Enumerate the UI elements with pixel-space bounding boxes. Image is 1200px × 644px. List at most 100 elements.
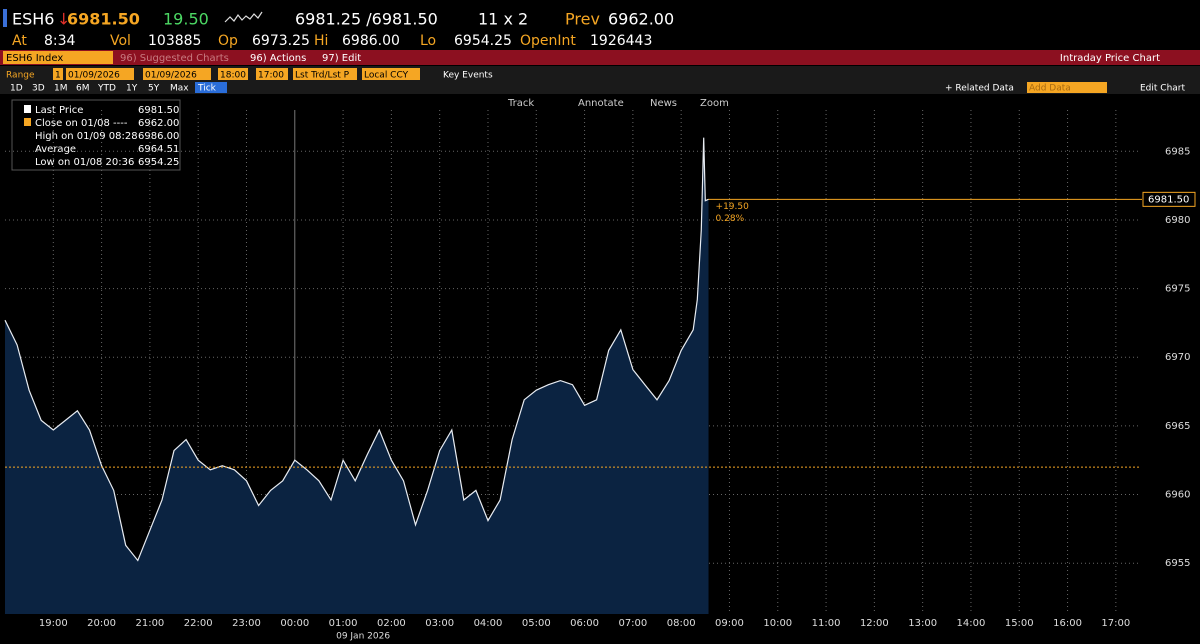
bid-ask: 6981.25 /6981.50 xyxy=(295,10,438,29)
add-data[interactable]: Add Data xyxy=(1029,84,1071,94)
setting[interactable]: 01/09/2026 xyxy=(68,71,120,81)
stat-label: Lo xyxy=(420,33,436,49)
setting-box[interactable] xyxy=(143,68,211,80)
legend-value: 6981.50 xyxy=(138,105,179,116)
last-price-tag xyxy=(1142,191,1196,207)
security[interactable]: ESH6 Index xyxy=(6,53,63,64)
sparkline-icon xyxy=(224,11,263,23)
period[interactable]: 6M xyxy=(76,84,90,94)
setting[interactable]: 1 xyxy=(55,71,61,81)
legend-label: Close on 01/08 ---- xyxy=(35,118,128,129)
chart-tool[interactable]: Zoom xyxy=(700,98,729,109)
setting-box[interactable] xyxy=(218,68,248,80)
x-tick-label: 07:00 xyxy=(618,618,647,629)
price-area xyxy=(5,137,709,614)
legend-swatch xyxy=(24,118,31,126)
related-data[interactable]: + Related Data xyxy=(945,84,1014,94)
legend-label: Last Price xyxy=(35,105,83,116)
y-tick-label: 6985 xyxy=(1165,146,1190,157)
x-tick-label: 21:00 xyxy=(135,618,164,629)
x-tick-label: 17:00 xyxy=(1101,618,1130,629)
legend-value: 6954.25 xyxy=(138,157,179,168)
size: 11 x 2 xyxy=(478,10,528,29)
x-tick-label: 13:00 xyxy=(908,618,937,629)
stat-value: 6986.00 xyxy=(342,33,400,49)
pct-annotation: 0.28% xyxy=(716,214,745,224)
stat-value: 103885 xyxy=(148,33,201,49)
legend-label: High on 01/09 08:28 xyxy=(35,131,138,142)
x-tick-label: 08:00 xyxy=(667,618,696,629)
security-box[interactable] xyxy=(3,51,113,64)
period[interactable]: Max xyxy=(170,84,189,94)
ticker: ESH6 xyxy=(12,10,54,29)
down-arrow: ↓ xyxy=(57,10,70,29)
add-data-box[interactable] xyxy=(1027,82,1107,93)
setting-box[interactable] xyxy=(256,68,288,80)
setting[interactable]: 18:00 xyxy=(220,71,246,81)
x-tick-label: 12:00 xyxy=(860,618,889,629)
edit[interactable]: 97) Edit xyxy=(322,53,361,64)
x-tick-label: 16:00 xyxy=(1053,618,1082,629)
period[interactable]: 1M xyxy=(54,84,68,94)
setting[interactable]: 17:00 xyxy=(258,71,284,81)
stat-label: At xyxy=(12,33,27,49)
suggested-charts[interactable]: 96) Suggested Charts xyxy=(120,53,229,64)
legend-label: Average xyxy=(35,144,76,155)
x-tick-label: 19:00 xyxy=(39,618,68,629)
x-tick-label: 22:00 xyxy=(184,618,213,629)
y-tick-label: 6955 xyxy=(1165,558,1190,569)
legend-swatch xyxy=(24,105,31,113)
setting[interactable]: Local CCY xyxy=(364,71,409,81)
legend-value: 6964.51 xyxy=(138,144,179,155)
period[interactable]: Tick xyxy=(197,84,217,94)
net-change: 19.50 xyxy=(163,10,209,29)
legend-value: 6962.00 xyxy=(138,118,179,129)
x-tick-label: 09:00 xyxy=(715,618,744,629)
edit-chart[interactable]: Edit Chart xyxy=(1140,84,1185,94)
x-tick-label: 10:00 xyxy=(763,618,792,629)
last-price: 6981.50 xyxy=(67,10,140,29)
legend-value: 6986.00 xyxy=(138,131,179,142)
chart-tool[interactable]: News xyxy=(650,98,677,109)
last-price-label: 6981.50 xyxy=(1148,194,1189,205)
x-tick-label: 02:00 xyxy=(377,618,406,629)
stat-label: Hi xyxy=(314,33,328,49)
x-tick-label: 04:00 xyxy=(474,618,503,629)
prev-label: Prev xyxy=(565,10,600,29)
period[interactable]: 5Y xyxy=(148,84,160,94)
ticker-marker xyxy=(3,9,7,27)
prev-value: 6962.00 xyxy=(608,10,674,29)
x-tick-label: 03:00 xyxy=(425,618,454,629)
stat-value: 8:34 xyxy=(44,33,76,49)
y-tick-label: 6960 xyxy=(1165,490,1190,501)
setting[interactable]: Lst Trd/Lst P xyxy=(295,71,350,81)
panel-title: Intraday Price Chart xyxy=(1060,53,1160,64)
setting[interactable]: 01/09/2026 xyxy=(145,71,197,81)
x-tick-label: 15:00 xyxy=(1005,618,1034,629)
setting-box[interactable] xyxy=(293,68,357,80)
x-axis-label: 09 Jan 2026 xyxy=(336,632,390,642)
chart-tool[interactable]: Track xyxy=(507,98,534,109)
setting-box[interactable] xyxy=(66,68,134,80)
setting-box[interactable] xyxy=(53,68,63,80)
setting[interactable]: Key Events xyxy=(443,71,493,81)
actions[interactable]: 96) Actions xyxy=(250,53,306,64)
stat-label: Vol xyxy=(110,33,131,49)
change-annotation: +19.50 xyxy=(716,202,750,212)
period[interactable]: YTD xyxy=(97,84,116,94)
y-tick-label: 6970 xyxy=(1165,352,1190,363)
stat-value: 1926443 xyxy=(590,33,652,49)
x-tick-label: 06:00 xyxy=(570,618,599,629)
stat-label: Op xyxy=(218,33,238,49)
period[interactable]: 1Y xyxy=(126,84,138,94)
period[interactable]: 3D xyxy=(32,84,45,94)
setting[interactable]: Range xyxy=(6,71,35,81)
period-active[interactable] xyxy=(195,82,227,93)
setting-box[interactable] xyxy=(362,68,420,80)
period[interactable]: 1D xyxy=(10,84,23,94)
x-tick-label: 01:00 xyxy=(329,618,358,629)
legend-label: Low on 01/08 20:36 xyxy=(35,157,134,168)
price-line xyxy=(4,137,709,562)
chart-tool[interactable]: Annotate xyxy=(578,98,624,109)
